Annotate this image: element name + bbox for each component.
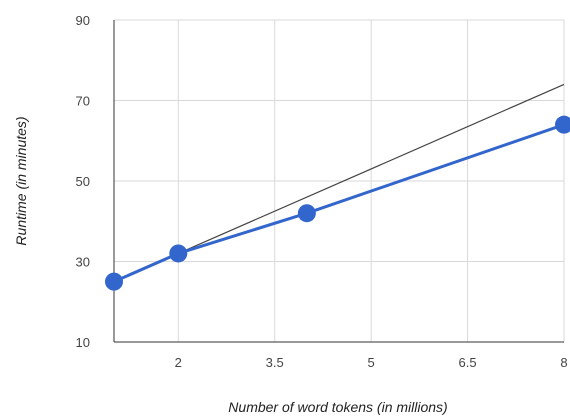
- y-tick-label: 70: [76, 94, 90, 109]
- y-tick-label: 30: [76, 255, 90, 270]
- y-tick-label: 50: [76, 174, 90, 189]
- data-point: [555, 115, 570, 134]
- data-point: [169, 244, 188, 263]
- y-tick-label: 90: [76, 13, 90, 28]
- data-point: [105, 272, 123, 291]
- tick-labels: 10 30 50 70 90 2 3.5 5 6.5 8: [76, 13, 568, 370]
- series: [105, 83, 570, 291]
- x-tick-label: 6.5: [459, 355, 477, 370]
- x-tick-label: 5: [368, 355, 375, 370]
- y-axis-title: Runtime (in minutes): [13, 116, 29, 245]
- data-point: [297, 204, 316, 223]
- y-tick-label: 10: [76, 335, 90, 350]
- x-tick-label: 2: [175, 355, 182, 370]
- gridlines: [114, 19, 565, 342]
- x-tick-label: 3.5: [266, 355, 284, 370]
- measured-runtime-line: [113, 123, 565, 283]
- x-tick-label: 8: [560, 355, 567, 370]
- x-axis-title: Number of word tokens (in millions): [228, 399, 447, 415]
